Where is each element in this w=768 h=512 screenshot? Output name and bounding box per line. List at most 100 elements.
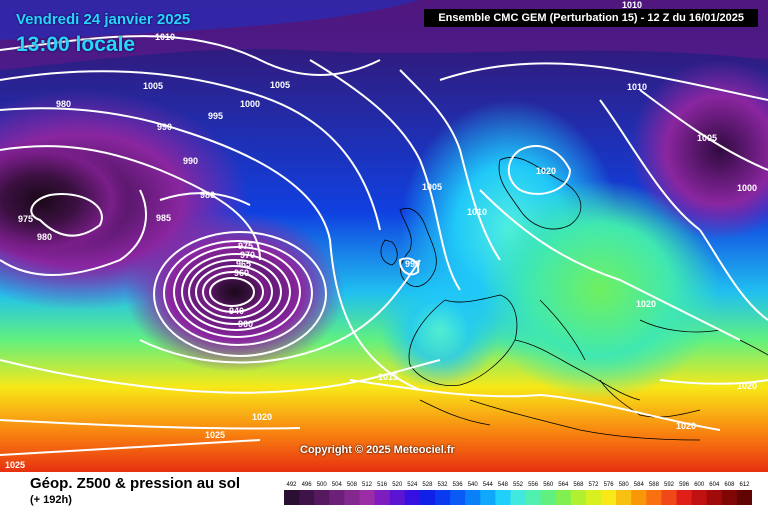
forecast-date: Vendredi 24 janvier 2025 — [16, 11, 191, 28]
isobar-label: 1025 — [205, 430, 225, 440]
scale-tick-label: 588 — [649, 482, 660, 488]
scale-tick-label: 520 — [392, 482, 403, 488]
scale-swatch — [329, 490, 345, 505]
scale-swatch — [706, 490, 723, 505]
isobar-label: 1005 — [270, 80, 290, 90]
scale-tick-label: 600 — [694, 482, 705, 488]
scale-tick-label: 512 — [362, 482, 373, 488]
scale-tick-label: 516 — [377, 482, 388, 488]
isobar-label: 940 — [229, 306, 244, 316]
scale-tick-label: 572 — [588, 482, 599, 488]
isobar-label: 1010 — [622, 0, 642, 10]
scale-tick-label: 596 — [679, 482, 690, 488]
isobar-label: 975 — [238, 241, 253, 251]
isobars — [0, 35, 768, 456]
scale-swatch — [465, 490, 481, 505]
scale-swatch — [419, 490, 436, 505]
scale-swatch — [601, 490, 617, 505]
forecast-local-time: 13:00 locale — [16, 33, 136, 56]
scale-swatch — [480, 490, 496, 505]
isobar-label: 960 — [234, 268, 249, 278]
scale-tick-label: 492 — [286, 482, 297, 488]
scale-tick-label: 568 — [573, 482, 584, 488]
scale-swatch — [585, 490, 602, 505]
scale-swatch — [525, 490, 541, 505]
scale-tick-label: 556 — [528, 482, 539, 488]
scale-swatch — [510, 490, 526, 505]
isobar-label: 1010 — [155, 32, 175, 42]
isobar-label: 1025 — [5, 460, 25, 470]
isobar-label: 960 — [238, 319, 253, 329]
copyright-text: Copyright © 2025 Meteociel.fr — [300, 444, 455, 456]
scale-tick-label: 532 — [437, 482, 448, 488]
scale-tick-label: 560 — [543, 482, 554, 488]
scale-swatch — [555, 490, 572, 505]
scale-tick-label: 528 — [422, 482, 433, 488]
lead-time: (+ 192h) — [30, 494, 72, 506]
scale-swatch — [721, 490, 738, 505]
scale-tick-label: 524 — [407, 482, 418, 488]
scale-swatch — [631, 490, 647, 505]
scale-tick-label: 584 — [634, 482, 645, 488]
isobar-label: 990 — [183, 156, 198, 166]
isobar-label: 1005 — [143, 81, 163, 91]
isobar-label: 1020 — [536, 166, 556, 176]
isobar-label: 1020 — [676, 421, 696, 431]
isobar-label: 1000 — [240, 99, 260, 109]
isobar-label: 985 — [156, 213, 171, 223]
isobar-label: 990 — [157, 122, 172, 132]
isobar-label: 1020 — [252, 412, 272, 422]
scale-swatch — [616, 490, 632, 505]
scale-swatch — [344, 490, 360, 505]
legend-bar: Géop. Z500 & pression au sol (+ 192h) 49… — [0, 472, 768, 512]
isobar-label: 1010 — [467, 207, 487, 217]
isobar-label: 980 — [37, 232, 52, 242]
isobar-label: 975 — [18, 214, 33, 224]
color-scale: 492 496 500 504 508 512 516 520 524 528 532 536 540 5… — [284, 482, 752, 505]
isobar-labels: 1010 1005 1005 1000 995 990 990 980 980 … — [5, 0, 757, 470]
scale-tick-label: 604 — [709, 482, 720, 488]
isobar-label: 990 — [405, 259, 420, 269]
scale-swatch — [389, 490, 406, 505]
isobar-label: 970 — [240, 250, 255, 260]
scale-tick-label: 508 — [347, 482, 358, 488]
weather-map: 1010 1005 1005 1000 995 990 990 980 980 … — [0, 0, 768, 472]
scale-swatch — [374, 490, 391, 505]
scale-tick-label: 580 — [619, 482, 630, 488]
scale-swatch — [404, 490, 421, 505]
scale-swatch — [314, 490, 330, 505]
isobar-label: 1020 — [737, 381, 757, 391]
scale-swatch — [691, 490, 708, 505]
scale-swatch — [299, 490, 315, 505]
parameter-title: Géop. Z500 & pression au sol — [30, 475, 241, 492]
scale-swatch — [661, 490, 677, 505]
scale-swatch — [646, 490, 662, 505]
isobar-label: 995 — [208, 111, 223, 121]
isobar-label: 965 — [236, 259, 251, 269]
scale-tick-label: 500 — [317, 482, 328, 488]
scale-swatch — [284, 490, 300, 505]
isobar-label: 1005 — [697, 133, 717, 143]
scale-swatch — [359, 490, 375, 505]
scale-tick-label: 552 — [513, 482, 524, 488]
scale-tick-label: 564 — [558, 482, 569, 488]
isobar-label: 1005 — [422, 182, 442, 192]
scale-swatch — [450, 490, 466, 505]
scale-tick-label: 612 — [739, 482, 750, 488]
isobar-label: 1020 — [636, 299, 656, 309]
scale-tick-label: 548 — [498, 482, 509, 488]
scale-tick-label: 496 — [302, 482, 313, 488]
scale-tick-label: 540 — [468, 482, 479, 488]
scale-swatch — [736, 490, 752, 505]
isobar-label: 980 — [56, 99, 71, 109]
scale-swatch — [495, 490, 511, 505]
scale-swatch — [435, 490, 451, 505]
scale-tick-label: 504 — [332, 482, 343, 488]
scale-swatch — [540, 490, 557, 505]
isobar-label: 1015 — [378, 372, 398, 382]
scale-tick-label: 544 — [483, 482, 494, 488]
scale-tick-label: 536 — [453, 482, 464, 488]
scale-swatch — [570, 490, 587, 505]
scale-tick-label: 592 — [664, 482, 675, 488]
isobar-label: 980 — [200, 190, 215, 200]
